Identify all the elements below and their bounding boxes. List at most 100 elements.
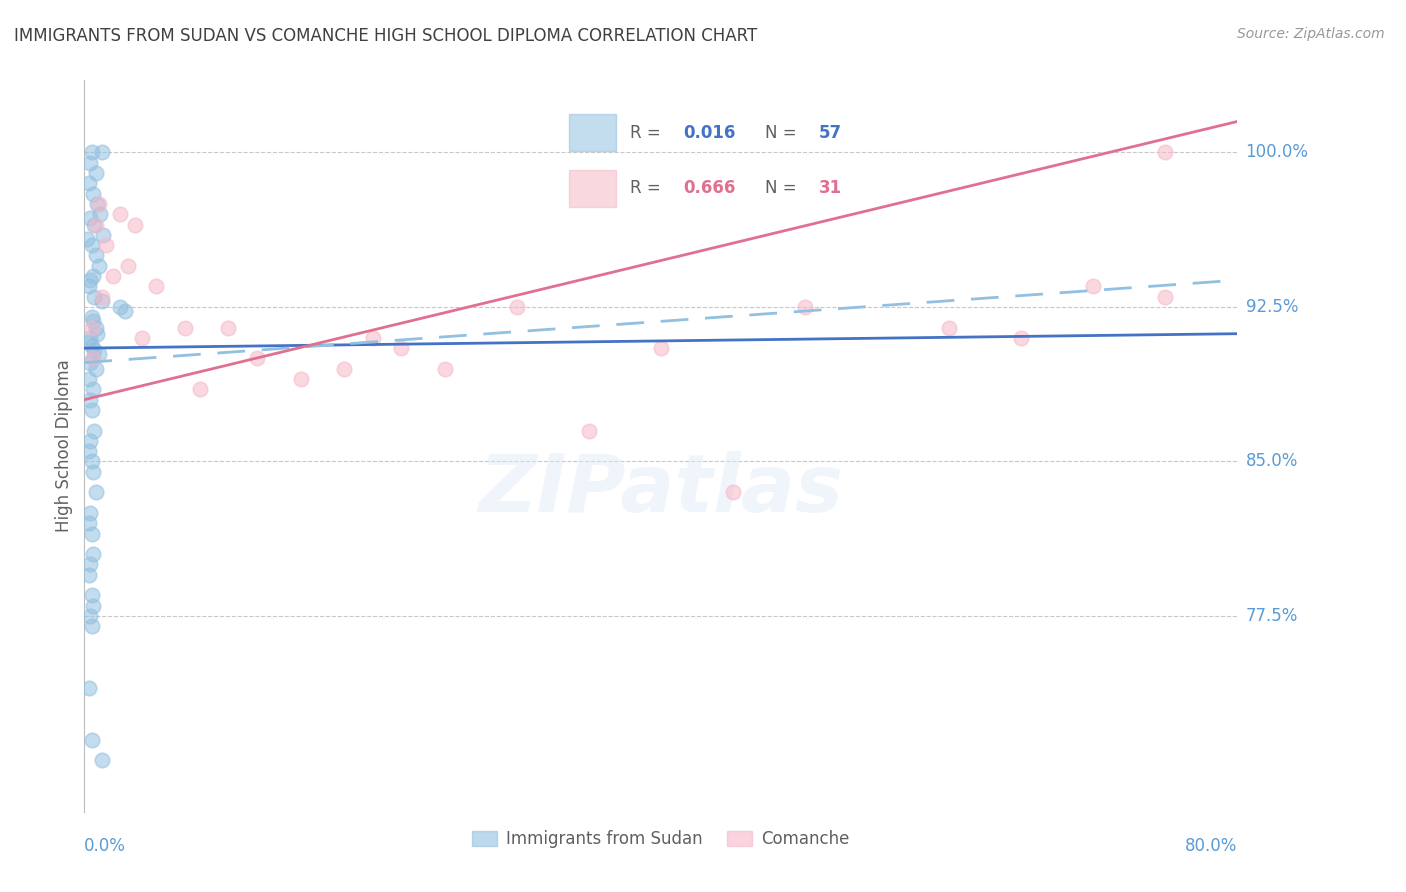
Point: [90, 753, 112, 767]
Point: [1083, 279, 1105, 293]
Point: [1154, 290, 1177, 304]
Text: 100.0%: 100.0%: [1246, 144, 1309, 161]
Point: [391, 341, 413, 355]
Point: [114, 304, 136, 318]
Point: [80, 320, 103, 334]
Point: [80, 310, 103, 325]
Point: [1154, 145, 1177, 160]
Point: [90, 293, 112, 308]
Point: [124, 218, 146, 232]
Text: 0.666: 0.666: [683, 179, 735, 197]
Point: [84, 218, 107, 232]
Point: [82, 268, 104, 283]
Point: [77, 567, 100, 582]
Point: [82, 547, 104, 561]
Point: [79, 506, 101, 520]
Point: [1010, 331, 1032, 345]
Point: [84, 320, 107, 334]
Text: ZIPatlas: ZIPatlas: [478, 450, 844, 529]
Point: [79, 331, 101, 345]
Point: [83, 218, 105, 232]
Point: [79, 392, 101, 407]
Point: [79, 609, 101, 624]
Point: [77, 516, 100, 531]
Text: 85.0%: 85.0%: [1246, 452, 1298, 470]
Point: [79, 355, 101, 369]
Point: [87, 259, 110, 273]
Point: [84, 248, 107, 262]
Point: [721, 485, 744, 500]
Point: [87, 197, 110, 211]
Text: R =: R =: [630, 124, 661, 142]
Text: Source: ZipAtlas.com: Source: ZipAtlas.com: [1237, 27, 1385, 41]
Point: [82, 186, 104, 201]
Point: [79, 211, 101, 226]
Point: [433, 361, 456, 376]
Point: [578, 424, 600, 438]
Point: [83, 424, 105, 438]
Y-axis label: High School Diploma: High School Diploma: [55, 359, 73, 533]
Point: [938, 320, 960, 334]
Point: [131, 331, 153, 345]
Point: [77, 681, 100, 695]
Point: [80, 339, 103, 353]
Text: 77.5%: 77.5%: [1246, 607, 1298, 625]
Point: [650, 341, 672, 355]
Point: [83, 343, 105, 358]
Point: [77, 372, 100, 386]
Point: [110, 207, 132, 221]
Text: R =: R =: [630, 179, 661, 197]
Point: [110, 300, 132, 314]
Text: 80.0%: 80.0%: [1185, 837, 1237, 855]
Point: [84, 485, 107, 500]
Point: [80, 619, 103, 633]
Text: IMMIGRANTS FROM SUDAN VS COMANCHE HIGH SCHOOL DIPLOMA CORRELATION CHART: IMMIGRANTS FROM SUDAN VS COMANCHE HIGH S…: [14, 27, 758, 45]
Point: [77, 334, 100, 349]
Legend: Immigrants from Sudan, Comanche: Immigrants from Sudan, Comanche: [465, 823, 856, 855]
Text: N =: N =: [765, 124, 796, 142]
Bar: [569, 114, 616, 152]
Point: [174, 320, 197, 334]
Point: [82, 465, 104, 479]
Point: [80, 454, 103, 468]
Point: [103, 268, 124, 283]
Point: [90, 290, 112, 304]
Point: [80, 403, 103, 417]
Text: 92.5%: 92.5%: [1246, 298, 1298, 316]
Point: [80, 588, 103, 602]
Point: [82, 599, 104, 613]
Point: [82, 382, 104, 396]
Point: [80, 732, 103, 747]
Point: [79, 558, 101, 572]
Point: [79, 273, 101, 287]
Point: [84, 361, 107, 376]
Point: [84, 166, 107, 180]
Point: [794, 300, 817, 314]
Point: [87, 347, 110, 361]
Point: [188, 382, 211, 396]
Point: [86, 326, 108, 341]
Point: [90, 145, 112, 160]
Point: [117, 259, 139, 273]
Point: [82, 351, 104, 366]
Point: [80, 145, 103, 160]
Point: [333, 361, 356, 376]
Point: [94, 238, 117, 252]
Point: [77, 279, 100, 293]
Point: [506, 300, 529, 314]
Point: [89, 207, 111, 221]
Point: [290, 372, 312, 386]
Point: [77, 176, 100, 190]
Point: [83, 290, 105, 304]
Text: N =: N =: [765, 179, 796, 197]
Point: [86, 197, 108, 211]
Point: [82, 314, 104, 328]
Point: [80, 238, 103, 252]
Point: [91, 227, 114, 242]
Point: [361, 331, 384, 345]
Text: 57: 57: [818, 124, 842, 142]
Point: [77, 444, 100, 458]
Bar: [569, 169, 616, 207]
Point: [82, 351, 104, 366]
Point: [246, 351, 269, 366]
